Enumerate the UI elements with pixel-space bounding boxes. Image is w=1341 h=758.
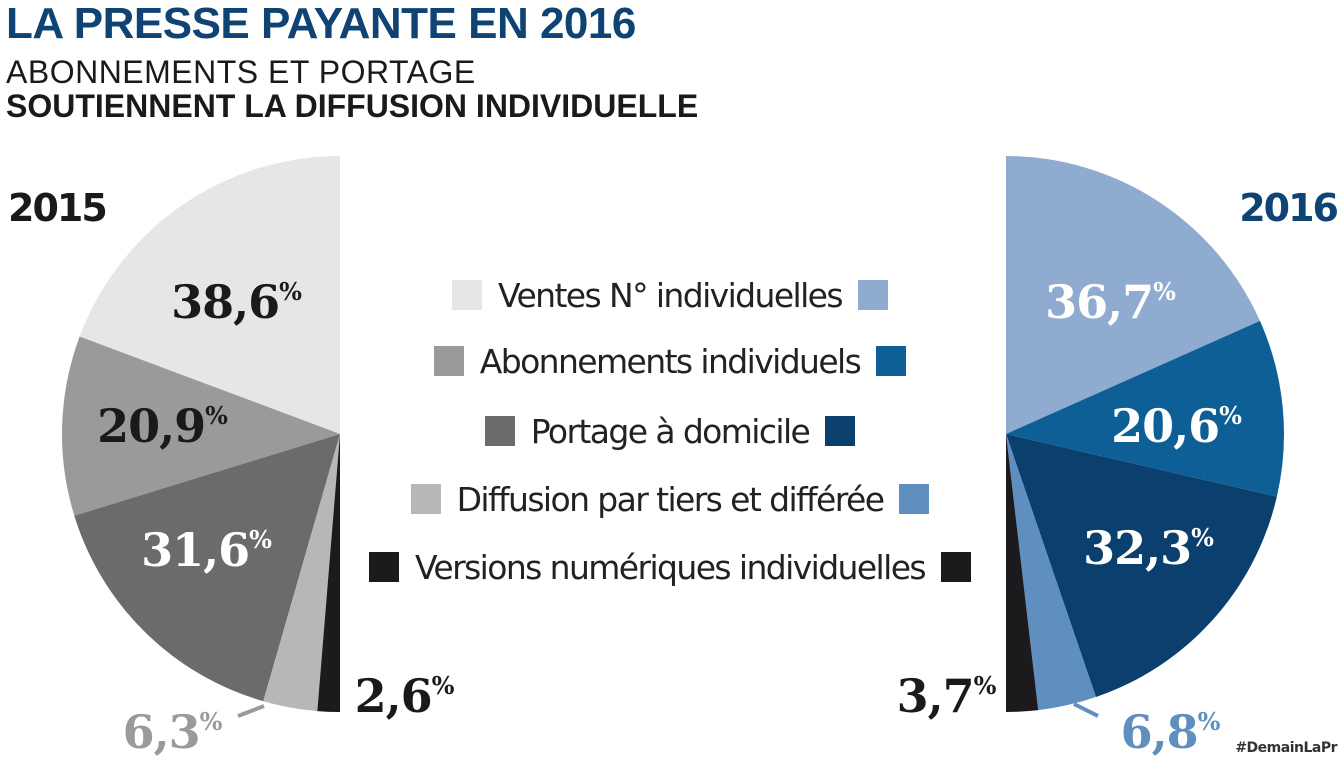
slice-2016-ventes bbox=[1006, 156, 1260, 434]
data-label-2016-ventes: 36,7% bbox=[1045, 275, 1176, 329]
slice-2016-abonnements bbox=[1006, 320, 1284, 497]
slice-2016-diffusion bbox=[1006, 434, 1096, 711]
slice-2015-portage bbox=[74, 434, 340, 702]
legend-swatch-2016-portage bbox=[825, 416, 856, 446]
hashtag: #DemainLaPr bbox=[1235, 740, 1337, 756]
data-label-2015-diffusion: 6,3% bbox=[123, 705, 223, 758]
data-label-2015-portage: 31,6% bbox=[141, 523, 272, 577]
data-label-2016-numeriques: 3,7% bbox=[897, 669, 997, 723]
pie-2016: 36,7% 20,6% 32,3% 6,8% 3,7% bbox=[897, 156, 1284, 758]
slice-2016-numeriques bbox=[1006, 434, 1039, 712]
slice-2015-abonnements bbox=[62, 336, 340, 516]
data-label-2015-ventes: 38,6% bbox=[171, 275, 302, 329]
legend-label-portage: Portage à domicile bbox=[530, 411, 811, 451]
legend-swatch-2015-numeriques bbox=[369, 552, 399, 582]
slice-2015-diffusion bbox=[263, 434, 340, 712]
data-label-2016-diffusion: 6,8% bbox=[1121, 705, 1221, 758]
legend-label-abonnements: Abonnements individuels bbox=[479, 341, 862, 381]
leader-line-2016 bbox=[1073, 702, 1099, 718]
legend-swatch-2015-abonnements bbox=[433, 346, 464, 376]
legend-swatch-2016-ventes bbox=[857, 280, 888, 310]
data-label-2015-abonnements: 20,9% bbox=[97, 399, 228, 453]
legend-swatch-2015-ventes bbox=[452, 280, 483, 310]
chart-subtitle-line-1: ABONNEMENTS ET PORTAGE bbox=[6, 54, 476, 90]
legend-item-diffusion: Diffusion par tiers et différée bbox=[340, 474, 1000, 524]
year-label-2016: 2016 bbox=[1239, 186, 1339, 230]
data-label-2015-numeriques: 2,6% bbox=[355, 669, 455, 723]
legend-swatch-2016-abonnements bbox=[876, 346, 907, 376]
legend-item-abonnements: Abonnements individuels bbox=[340, 336, 1000, 386]
legend-label-numeriques: Versions numériques individuelles bbox=[415, 547, 927, 587]
legend-swatch-2016-diffusion bbox=[899, 484, 930, 514]
slice-2015-numeriques bbox=[317, 434, 340, 712]
chart-title: LA PRESSE PAYANTE EN 2016 bbox=[6, 0, 636, 48]
data-label-2016-portage: 32,3% bbox=[1083, 521, 1214, 575]
slice-2015-ventes bbox=[79, 156, 340, 434]
year-label-2015: 2015 bbox=[8, 186, 108, 230]
legend-swatch-2015-portage bbox=[484, 416, 515, 446]
pie-2015: 38,6% 20,9% 31,6% 6,3% 2,6% bbox=[62, 156, 456, 758]
legend-swatch-2016-numeriques bbox=[941, 552, 971, 582]
legend-label-diffusion: Diffusion par tiers et différée bbox=[456, 479, 885, 519]
slice-2016-portage bbox=[1006, 434, 1277, 698]
data-label-2016-abonnements: 20,6% bbox=[1111, 399, 1242, 453]
legend-item-ventes: Ventes N° individuelles bbox=[340, 270, 1000, 320]
chart-subtitle-line-2: SOUTIENNENT LA DIFFUSION INDIVIDUELLE bbox=[6, 88, 699, 124]
leader-line-2015 bbox=[237, 704, 265, 718]
legend-item-portage: Portage à domicile bbox=[340, 406, 1000, 456]
legend-swatch-2015-diffusion bbox=[410, 484, 441, 514]
legend-item-numeriques: Versions numériques individuelles bbox=[340, 542, 1000, 592]
legend-label-ventes: Ventes N° individuelles bbox=[498, 275, 844, 315]
